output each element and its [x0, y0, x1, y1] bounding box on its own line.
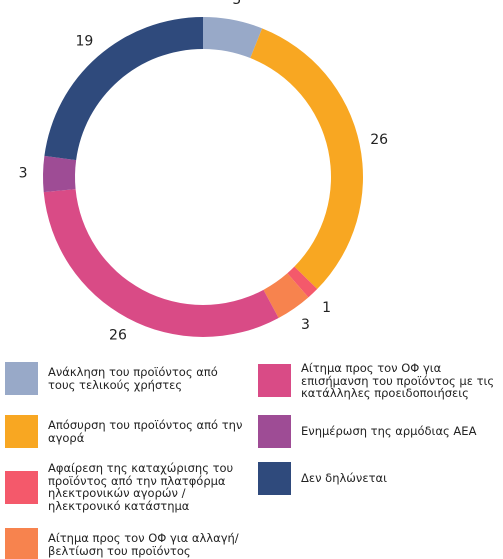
legend-swatch	[5, 528, 38, 559]
legend-item: Αίτημα προς τον ΟΦ για επισήμανση του πρ…	[258, 362, 503, 400]
slice-label: 3	[19, 166, 28, 182]
legend-label: Απόσυρση του προϊόντος από την αγορά	[48, 418, 243, 445]
legend-item: Ανάκληση του προϊόντος από τους τελικούς…	[5, 362, 248, 395]
donut-slice	[44, 17, 204, 161]
slice-label: 1	[322, 300, 331, 316]
slice-label: 19	[76, 34, 94, 50]
legend-swatch	[5, 362, 38, 395]
legend-label: Αίτημα προς τον ΟΦ για αλλαγή/ βελτίωση …	[48, 531, 239, 558]
legend-swatch	[258, 364, 291, 398]
donut-slice	[287, 266, 318, 298]
legend-label: Ανάκληση του προϊόντος από τους τελικούς…	[48, 365, 218, 392]
legend-swatch	[258, 415, 291, 448]
donut-slice	[250, 28, 364, 290]
legend-item: Ενημέρωση της αρμόδιας ΑΕΑ	[258, 415, 503, 448]
donut-slice	[43, 189, 279, 337]
slice-label: 5	[232, 0, 241, 8]
legend-swatch	[5, 415, 38, 448]
legend-item: Αίτημα προς τον ΟΦ για αλλαγή/ βελτίωση …	[5, 528, 248, 559]
slice-label: 3	[301, 317, 310, 333]
legend-item: Αφαίρεση της καταχώρισης του προϊόντος α…	[5, 462, 248, 512]
legend-label: Δεν δηλώνεται	[301, 471, 387, 486]
donut-slice	[203, 17, 263, 59]
slice-label: 26	[370, 132, 388, 148]
legend-label: Ενημέρωση της αρμόδιας ΑΕΑ	[301, 424, 477, 439]
legend-item: Δεν δηλώνεται	[258, 462, 503, 495]
legend-item: Απόσυρση του προϊόντος από την αγορά	[5, 415, 248, 448]
legend-label: Αφαίρεση της καταχώρισης του προϊόντος α…	[48, 461, 234, 513]
legend-label: Αίτημα προς τον ΟΦ για επισήμανση του πρ…	[301, 361, 495, 400]
slice-label: 26	[109, 328, 127, 344]
donut-slice	[263, 273, 309, 319]
legend-swatch	[5, 470, 38, 504]
donut-slice	[43, 155, 77, 193]
legend-swatch	[258, 462, 291, 495]
